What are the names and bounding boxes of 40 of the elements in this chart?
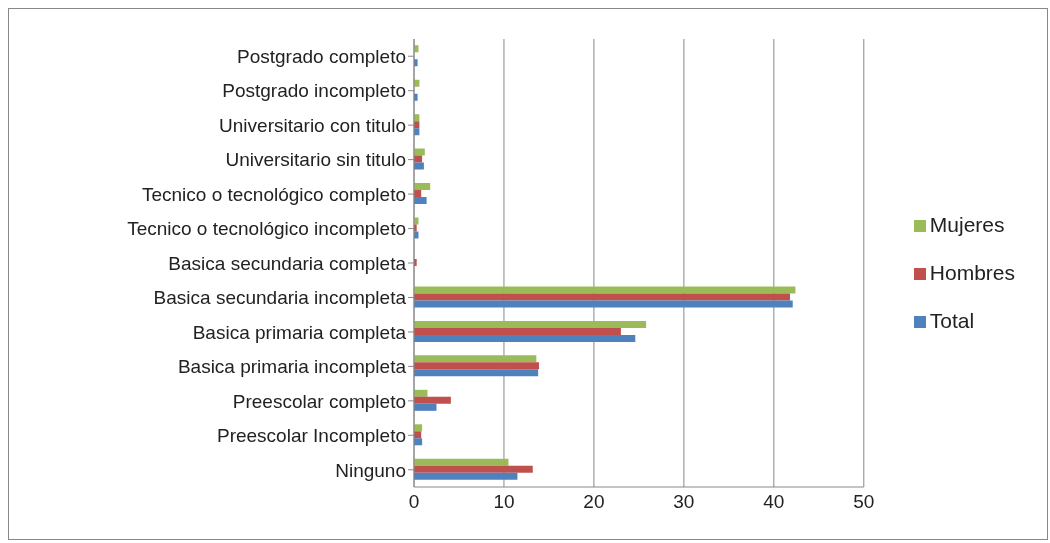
bar: [414, 465, 533, 473]
y-tick-label: Preescolar Incompleto: [216, 425, 406, 447]
bar: [414, 355, 537, 363]
legend-label: Hombres: [929, 261, 1015, 284]
bar: [414, 320, 647, 328]
y-tick-label: Universitario con titulo: [219, 114, 406, 136]
y-tick-label: Basica primaria completa: [192, 321, 407, 343]
bar: [414, 293, 791, 301]
y-tick-label: Ninguno: [335, 459, 406, 481]
bar: [414, 458, 509, 466]
bar: [414, 300, 793, 308]
bar: [414, 162, 424, 170]
y-tick-label: Tecnico o tecnológico completo: [141, 183, 406, 205]
bar: [414, 369, 539, 377]
y-tick-label: Basica secundaria incompleta: [153, 287, 407, 309]
x-tick-label: 10: [493, 491, 515, 513]
bar: [414, 197, 427, 205]
bar: [414, 403, 437, 411]
y-tick-label: Basica primaria incompleta: [177, 356, 407, 378]
x-tick-label: 20: [583, 491, 605, 513]
bar: [414, 183, 431, 191]
y-tick-label: Universitario sin titulo: [225, 149, 406, 171]
x-tick-label: 40: [763, 491, 785, 513]
bar: [414, 334, 636, 342]
bar: [414, 362, 540, 370]
bar: [414, 148, 425, 156]
x-tick-label: 30: [673, 491, 695, 513]
y-tick-label: Postgrado completo: [237, 45, 406, 67]
bar: [414, 396, 451, 404]
x-tick-label: 0: [408, 491, 420, 513]
bar: [414, 327, 621, 335]
legend-label: Mujeres: [929, 213, 1005, 236]
y-tick-label: Basica secundaria completa: [168, 252, 407, 274]
y-tick-label: Preescolar completo: [232, 390, 406, 412]
bar: [414, 286, 796, 294]
y-tick-label: Tecnico o tecnológico incompleto: [127, 218, 406, 240]
x-tick-label: 50: [853, 491, 875, 513]
bar: [414, 472, 518, 480]
legend-label: Total: [929, 309, 975, 332]
y-tick-label: Postgrado incompleto: [222, 80, 406, 102]
